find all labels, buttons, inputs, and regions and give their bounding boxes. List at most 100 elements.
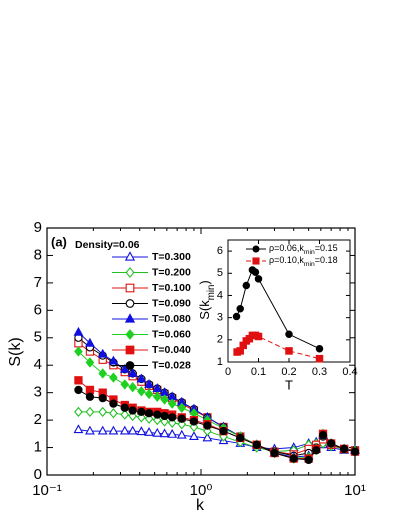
y-tick-label: 4 [217, 289, 223, 301]
marker [144, 378, 154, 388]
marker [85, 385, 95, 395]
marker [125, 345, 135, 355]
marker [125, 329, 135, 340]
marker [236, 305, 244, 313]
marker [202, 432, 213, 442]
marker [127, 425, 138, 435]
marker [160, 411, 169, 421]
legend-label: T=0.100 [152, 282, 191, 294]
inset-x-axis-label: T [285, 377, 293, 392]
marker [85, 425, 95, 435]
marker [125, 299, 135, 308]
marker [304, 455, 313, 465]
legend-label: T=0.028 [152, 359, 191, 371]
marker [152, 391, 162, 402]
legend-label-part: min [304, 261, 315, 268]
legend-label-part: ρ=0.10,k [269, 255, 304, 265]
marker [127, 367, 138, 377]
marker [270, 448, 279, 458]
marker [339, 444, 349, 454]
marker [85, 406, 95, 418]
y-tick-label: 6 [217, 245, 223, 257]
x-tick-label: 0.4 [342, 366, 357, 378]
marker [167, 398, 177, 409]
legend-label: ρ=0.10,kmin=0.18 [269, 255, 338, 268]
marker [285, 347, 293, 355]
marker [160, 394, 169, 405]
y-tick-label: 2 [217, 334, 223, 346]
marker [125, 361, 135, 370]
marker [153, 410, 162, 419]
marker [251, 268, 260, 276]
marker [232, 312, 241, 321]
legend-label: T=0.090 [152, 297, 191, 309]
marker [350, 447, 360, 456]
y-tick-label: 3 [34, 384, 42, 401]
marker [73, 326, 84, 336]
marker [159, 428, 170, 438]
inset-y-axis-label-part: ) [197, 280, 212, 284]
marker [74, 385, 83, 395]
y-tick-label: 7 [34, 274, 42, 291]
marker [315, 344, 324, 353]
marker [144, 409, 154, 418]
marker [177, 414, 186, 423]
marker [124, 313, 136, 323]
marker [85, 392, 95, 401]
marker [252, 440, 261, 449]
marker [74, 376, 83, 385]
marker [124, 251, 136, 261]
marker [97, 425, 108, 435]
x-tick-label: 0.2 [281, 366, 296, 378]
marker [109, 399, 118, 408]
legend-label: T=0.200 [152, 266, 191, 278]
marker [109, 408, 118, 419]
y-tick-label: 5 [217, 267, 223, 279]
y-tick-label: 9 [34, 219, 42, 236]
marker [144, 426, 154, 436]
marker [125, 283, 135, 293]
y-tick-label: 8 [34, 246, 42, 263]
marker [289, 454, 298, 463]
legend-label-part: =0.15 [315, 243, 338, 253]
inset-y-axis-label-part: S(k [197, 300, 212, 320]
marker [108, 425, 119, 435]
marker [120, 409, 130, 420]
marker [242, 281, 251, 290]
marker [136, 426, 147, 436]
marker [312, 446, 321, 455]
marker [167, 428, 178, 438]
marker [73, 424, 84, 434]
marker [318, 431, 328, 440]
marker [177, 402, 187, 413]
marker [144, 388, 154, 400]
legend-label: T=0.040 [152, 344, 191, 356]
marker [119, 363, 130, 373]
marker [137, 407, 146, 417]
marker [85, 357, 95, 368]
x-tick-label: 10⁻¹ [32, 482, 62, 499]
marker [152, 383, 163, 392]
legend-label: T=0.060 [152, 328, 191, 340]
marker [98, 394, 107, 403]
marker [168, 413, 177, 422]
marker [252, 245, 260, 253]
marker [97, 348, 108, 358]
y-tick-label: 2 [34, 411, 42, 428]
legend-label: T=0.300 [152, 251, 191, 263]
inset-y-axis-label-part: min [206, 285, 217, 301]
legend-label-part: =0.18 [315, 255, 338, 265]
marker [236, 433, 245, 443]
marker [74, 406, 83, 418]
x-tick-label: 0 [225, 366, 231, 378]
marker [176, 429, 187, 439]
x-tick-label: 10⁰ [190, 482, 213, 499]
y-tick-label: 4 [34, 356, 42, 373]
marker [137, 386, 146, 397]
marker [254, 332, 263, 341]
legend-label-part: min [304, 249, 315, 256]
legend-label: ρ=0.06,kmin=0.15 [269, 243, 338, 256]
panel-label: (a) [51, 234, 67, 249]
marker [285, 330, 293, 339]
inset-y-axis-label: S(kmin) [197, 280, 217, 320]
